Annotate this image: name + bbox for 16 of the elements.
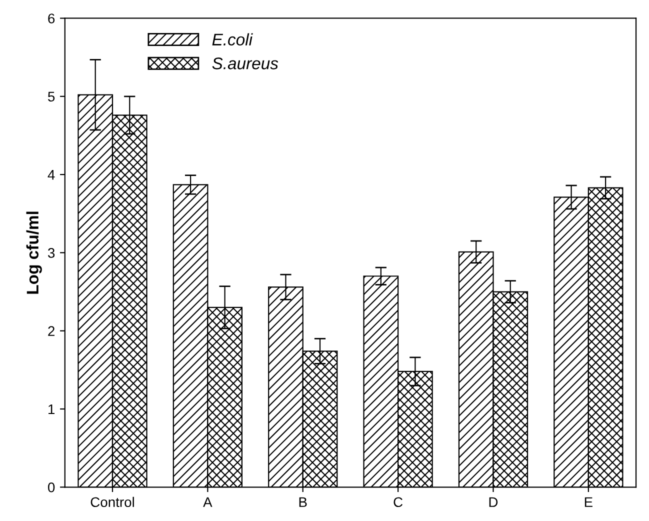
x-tick-label: Control (90, 496, 134, 508)
y-axis-title: Log cfu/ml (26, 212, 42, 294)
x-tick-label: B (299, 497, 307, 507)
x-tick-label: C (394, 497, 403, 508)
y-tick-label: 2 (48, 326, 54, 336)
legend-label: E.coli (212, 33, 253, 46)
y-tick-label: 6 (48, 14, 55, 24)
y-tick-label: 4 (48, 170, 55, 180)
y-tick-label: 1 (48, 404, 54, 414)
x-tick-label: D (489, 497, 498, 507)
legend-label: S.aureus (212, 58, 278, 70)
y-tick-label: 5 (48, 92, 55, 102)
y-tick-label: 0 (48, 482, 55, 492)
y-tick-label: 3 (48, 248, 55, 258)
x-tick-label: E (584, 497, 592, 507)
x-tick-label: A (203, 497, 212, 507)
